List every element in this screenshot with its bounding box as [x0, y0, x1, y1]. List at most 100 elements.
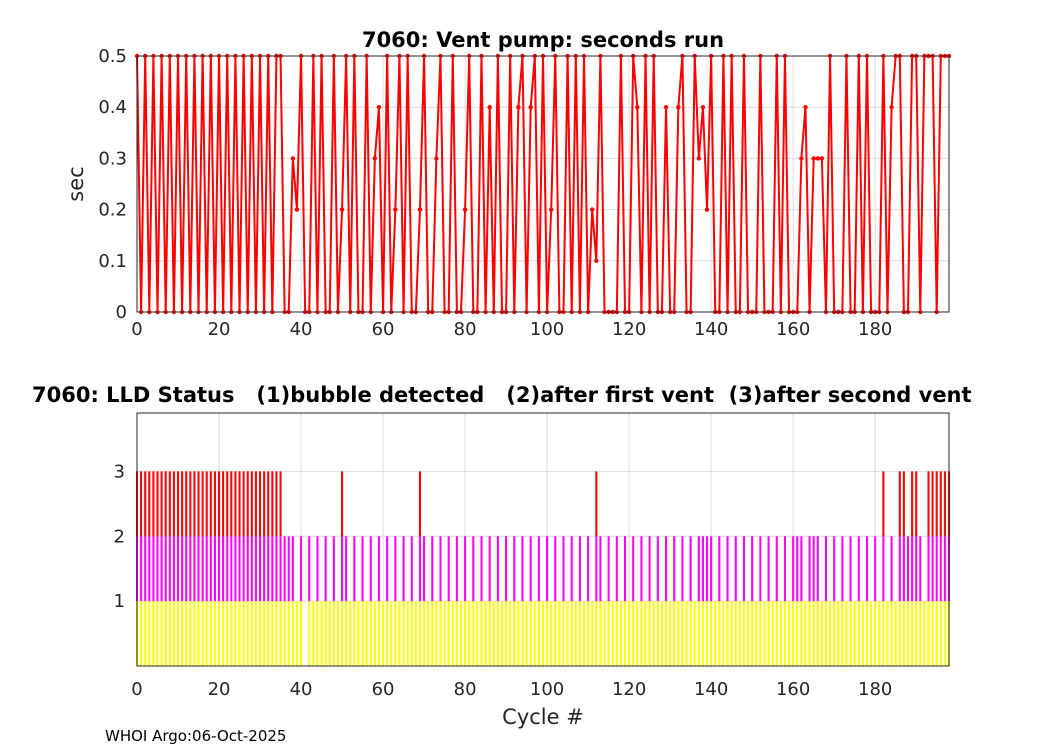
lld-bar-level-2 — [300, 536, 303, 602]
x-tick-label: 60 — [372, 679, 395, 700]
lld-bar-level-2 — [935, 536, 938, 602]
x-tick-label: 0 — [131, 319, 142, 340]
lld-bar-level-2 — [345, 536, 348, 602]
lld-bar-level-1 — [771, 601, 774, 666]
lld-bar-level-1 — [238, 601, 241, 666]
lld-bar-level-1 — [640, 601, 643, 666]
lld-bar-level-1 — [472, 601, 475, 666]
x-tick-label: 160 — [776, 319, 810, 340]
lld-bar-level-1 — [783, 601, 786, 666]
y-tick-label: 1 — [114, 591, 125, 612]
lld-bar-level-2 — [751, 536, 754, 602]
lld-bar-level-1 — [660, 601, 663, 666]
vent-pump-point — [516, 105, 521, 110]
lld-bar-level-3 — [927, 471, 930, 537]
lld-bar-level-2 — [230, 536, 233, 602]
lld-bar-level-1 — [205, 601, 208, 666]
lld-bar-level-1 — [845, 601, 848, 666]
lld-bar-level-2 — [849, 536, 852, 602]
lld-bar-level-2 — [665, 536, 668, 602]
lld-bar-level-1 — [431, 601, 434, 666]
lld-bar-level-1 — [677, 601, 680, 666]
lld-bar-level-2 — [222, 536, 225, 602]
lld-bar-level-1 — [554, 601, 557, 666]
lld-bar-level-1 — [738, 601, 741, 666]
lld-bar-level-1 — [578, 601, 581, 666]
lld-bar-level-1 — [312, 601, 315, 666]
lld-bar-level-1 — [275, 601, 278, 666]
lld-bar-level-1 — [455, 601, 458, 666]
lld-bar-level-2 — [275, 536, 278, 602]
lld-bar-level-3 — [275, 471, 278, 537]
lld-status-bars — [135, 471, 951, 666]
lld-bar-level-1 — [414, 601, 417, 666]
lld-bar-level-3 — [140, 471, 143, 537]
lld-bar-level-2 — [521, 536, 524, 602]
lld-bar-level-3 — [193, 471, 196, 537]
x-tick-label: 140 — [694, 679, 728, 700]
lld-bar-level-3 — [176, 471, 180, 537]
lld-bar-level-1 — [861, 601, 864, 666]
lld-bar-level-1 — [250, 601, 253, 666]
lld-bar-level-3 — [181, 471, 184, 537]
lld-bar-level-1 — [332, 601, 335, 666]
vent-pump-chart-title: 7060: Vent pump: seconds run — [362, 28, 724, 52]
lld-bar-level-2 — [689, 536, 692, 602]
lld-bar-level-1 — [902, 601, 905, 666]
lld-bar-level-2 — [783, 536, 786, 602]
lld-bar-level-2 — [931, 536, 934, 602]
lld-bar-level-2 — [710, 536, 713, 602]
lld-bar-level-2 — [168, 536, 171, 602]
lld-bar-level-2 — [271, 536, 274, 602]
lld-bar-level-1 — [857, 601, 860, 666]
lld-bar-level-2 — [939, 536, 942, 602]
lld-bar-level-2 — [816, 536, 819, 602]
vent-pump-point — [815, 156, 820, 161]
vent-pump-point — [803, 105, 808, 110]
lld-bar-level-2 — [648, 536, 651, 602]
lld-bar-level-2 — [316, 536, 319, 602]
lld-bar-level-1 — [820, 601, 823, 666]
lld-bar-level-3 — [209, 471, 212, 537]
x-tick-label: 20 — [208, 319, 231, 340]
lld-bar-level-1 — [279, 601, 282, 666]
lld-bar-level-2 — [410, 536, 413, 602]
lld-bar-level-2 — [164, 536, 167, 602]
lld-bar-level-1 — [394, 601, 397, 666]
lld-bar-level-1 — [361, 601, 364, 666]
lld-bar-level-2 — [915, 536, 918, 602]
lld-bar-level-2 — [287, 536, 290, 602]
lld-bar-level-2 — [546, 536, 549, 602]
lld-bar-level-1 — [582, 601, 586, 666]
lld-bar-level-1 — [603, 601, 606, 666]
lld-bar-level-1 — [669, 601, 672, 666]
lld-bar-level-1 — [156, 601, 159, 666]
lld-bar-level-1 — [701, 601, 704, 666]
lld-bar-level-2 — [263, 536, 266, 602]
lld-bar-level-2 — [902, 536, 905, 602]
x-tick-label: 140 — [694, 319, 728, 340]
lld-bar-level-2 — [472, 536, 475, 602]
x-tick-label: 60 — [372, 319, 395, 340]
lld-bar-level-2 — [505, 536, 508, 602]
lld-bar-level-1 — [693, 601, 696, 666]
lld-bar-level-1 — [865, 601, 869, 666]
lld-bar-level-1 — [775, 601, 778, 666]
lld-bar-level-3 — [259, 471, 262, 537]
lld-bar-level-1 — [931, 601, 934, 666]
x-tick-label: 80 — [454, 679, 477, 700]
lld-bar-level-3 — [898, 471, 901, 537]
lld-bar-level-3 — [915, 471, 918, 537]
lld-bar-level-2 — [464, 536, 467, 602]
lld-bar-level-2 — [800, 536, 803, 602]
lld-bar-level-2 — [726, 536, 729, 602]
lld-bar-level-3 — [230, 471, 233, 537]
lld-bar-level-1 — [295, 601, 298, 666]
lld-bar-level-2 — [246, 536, 249, 602]
lld-bar-level-3 — [254, 471, 257, 537]
lld-bar-level-1 — [320, 601, 323, 666]
lld-bar-level-1 — [919, 601, 922, 666]
y-tick-label: 0 — [116, 302, 127, 323]
lld-bar-level-1 — [308, 601, 311, 666]
lld-bar-level-1 — [874, 601, 877, 666]
